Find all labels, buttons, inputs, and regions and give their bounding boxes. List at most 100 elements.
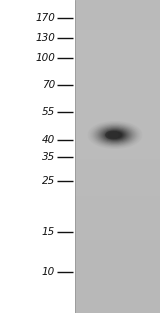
Ellipse shape	[105, 130, 124, 140]
Bar	[75, 192, 160, 193]
Bar	[75, 26, 160, 27]
Bar	[75, 67, 160, 68]
Bar	[75, 100, 160, 101]
Bar	[75, 28, 160, 29]
Bar	[75, 176, 160, 177]
Bar	[75, 125, 160, 126]
Bar	[75, 131, 160, 132]
Bar	[75, 173, 160, 174]
Bar	[75, 73, 160, 74]
Bar	[75, 32, 160, 33]
Bar	[75, 118, 160, 119]
Bar	[75, 196, 160, 197]
Bar	[75, 275, 160, 276]
Bar	[75, 65, 160, 66]
Bar	[75, 117, 160, 118]
Bar	[75, 153, 160, 154]
Bar	[75, 208, 160, 209]
Ellipse shape	[102, 128, 128, 142]
Bar	[75, 286, 160, 287]
Bar	[75, 44, 160, 45]
Bar	[75, 119, 160, 120]
Bar	[75, 152, 160, 153]
Bar	[75, 178, 160, 179]
Bar	[75, 92, 160, 93]
Bar	[75, 258, 160, 259]
Bar	[75, 198, 160, 199]
Bar	[75, 34, 160, 35]
Bar	[75, 224, 160, 225]
Bar	[75, 304, 160, 305]
Bar	[75, 157, 160, 159]
Bar	[75, 262, 160, 263]
Bar	[75, 42, 160, 43]
Bar	[75, 147, 160, 148]
Bar	[75, 113, 160, 114]
Bar	[75, 168, 160, 169]
Ellipse shape	[103, 129, 127, 141]
Bar	[75, 57, 160, 59]
Bar	[75, 110, 160, 112]
Bar	[75, 15, 160, 16]
Bar	[75, 285, 160, 286]
Ellipse shape	[95, 125, 135, 145]
Bar	[75, 263, 160, 264]
Bar	[75, 35, 160, 37]
Bar	[75, 141, 160, 142]
Bar	[75, 84, 160, 85]
Ellipse shape	[96, 125, 134, 145]
Bar	[75, 310, 160, 311]
Bar	[75, 6, 160, 7]
Bar	[75, 114, 160, 115]
Bar	[75, 280, 160, 281]
Bar	[75, 99, 160, 100]
Bar	[75, 74, 160, 75]
Bar	[75, 7, 160, 8]
Bar	[75, 281, 160, 282]
Bar	[75, 203, 160, 204]
Ellipse shape	[88, 121, 142, 149]
Bar	[75, 104, 160, 105]
Bar	[75, 146, 160, 147]
Bar	[75, 259, 160, 260]
Text: 130: 130	[35, 33, 55, 43]
Bar	[75, 139, 160, 140]
Bar	[75, 59, 160, 60]
Bar	[75, 191, 160, 192]
Ellipse shape	[102, 129, 128, 141]
Bar	[75, 175, 160, 176]
Bar	[75, 1, 160, 2]
Bar	[75, 68, 160, 69]
Bar	[75, 226, 160, 228]
Bar	[75, 284, 160, 285]
Text: 170: 170	[35, 13, 55, 23]
Bar	[75, 55, 160, 56]
Text: 25: 25	[42, 176, 55, 186]
Bar	[75, 300, 160, 301]
Bar	[75, 297, 160, 298]
Bar	[75, 174, 160, 175]
Bar	[75, 229, 160, 231]
Bar	[75, 151, 160, 152]
Ellipse shape	[101, 128, 129, 142]
Bar	[75, 77, 160, 78]
Bar	[75, 89, 160, 90]
Bar	[75, 69, 160, 70]
Bar	[75, 312, 160, 313]
Bar	[75, 138, 160, 139]
Bar	[75, 107, 160, 109]
Bar	[75, 160, 160, 161]
Ellipse shape	[90, 122, 140, 148]
Ellipse shape	[97, 126, 133, 144]
Bar	[75, 267, 160, 268]
Bar	[75, 3, 160, 4]
Bar	[75, 215, 160, 216]
Bar	[75, 85, 160, 87]
Ellipse shape	[104, 129, 126, 141]
Bar	[75, 24, 160, 25]
Bar	[75, 154, 160, 156]
Bar	[75, 243, 160, 244]
Bar	[75, 106, 160, 107]
Bar	[75, 156, 160, 157]
Bar	[75, 128, 160, 129]
